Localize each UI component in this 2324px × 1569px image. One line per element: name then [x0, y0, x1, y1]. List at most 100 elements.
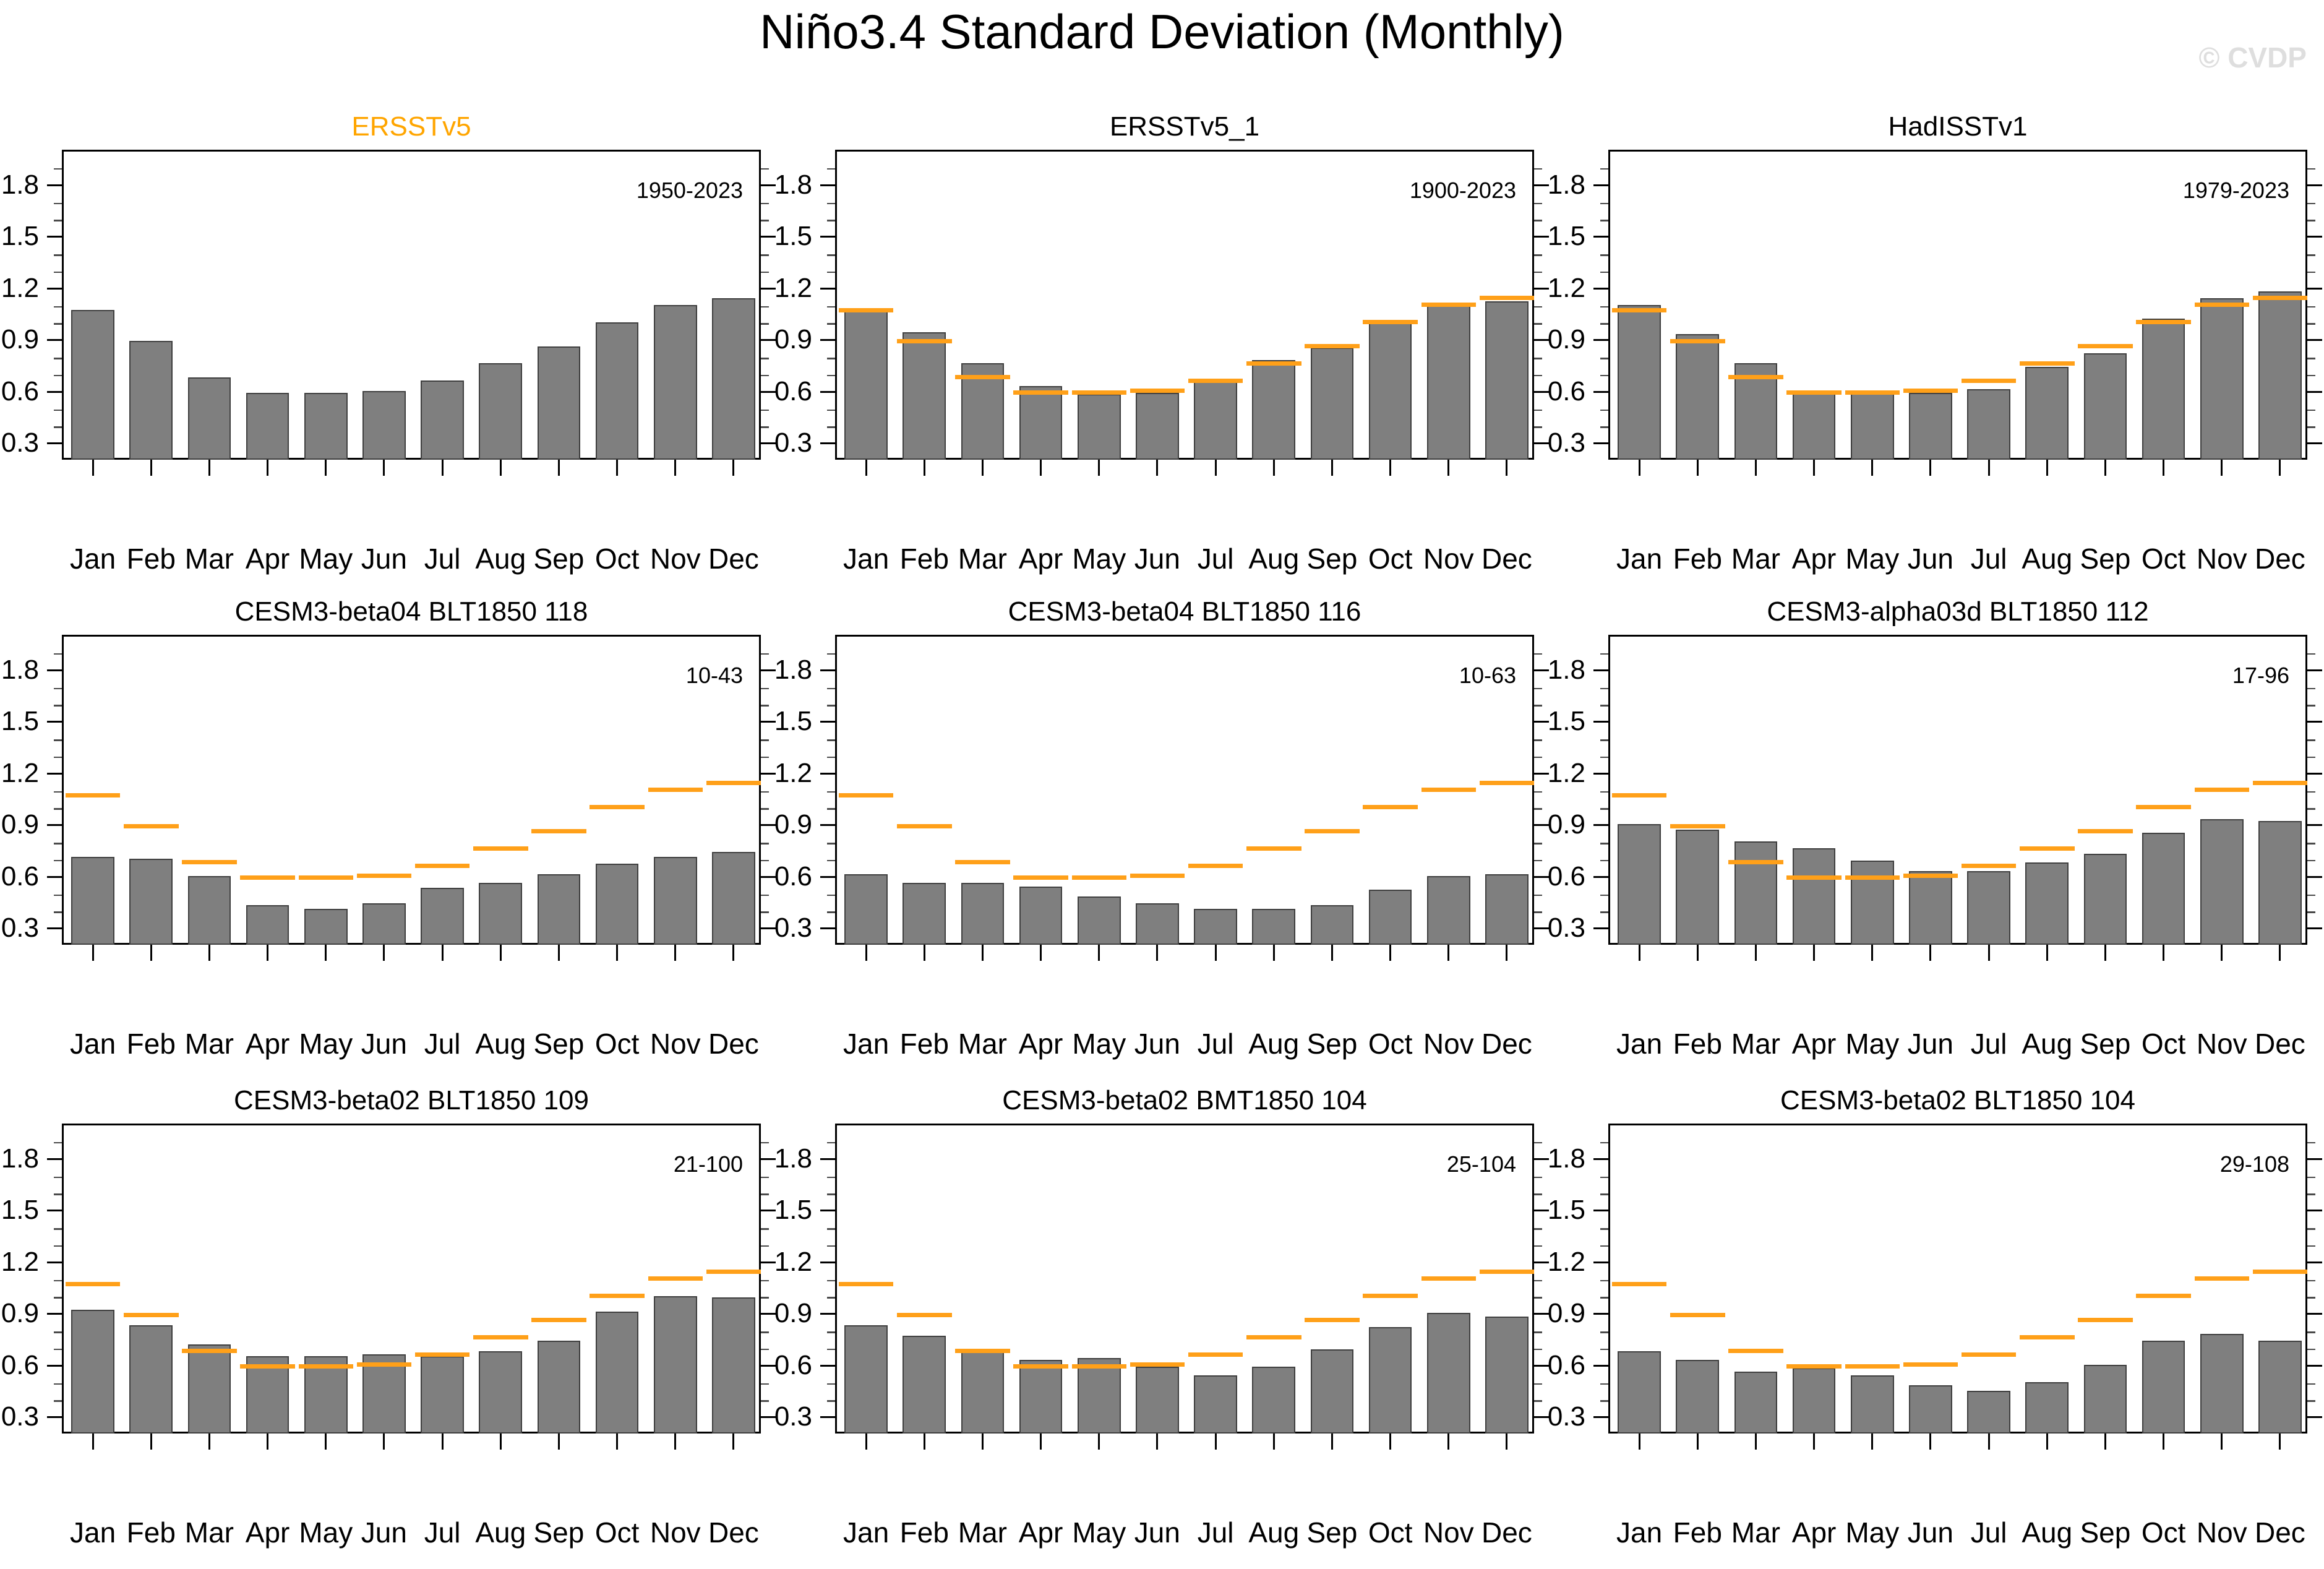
- y-minor-tick-right: [1534, 306, 1542, 307]
- y-minor-tick-left: [54, 756, 62, 759]
- x-tick-label: May: [299, 543, 353, 575]
- x-tick-label: Apr: [245, 1028, 290, 1060]
- y-minor-tick-left: [827, 843, 835, 845]
- reference-line: [124, 1312, 179, 1317]
- x-tick-label: Oct: [1368, 1028, 1413, 1060]
- x-tick: [1929, 1434, 1932, 1450]
- month-bar: [246, 392, 289, 460]
- y-minor-tick-left: [827, 426, 835, 428]
- y-major-tick-right: [2307, 1210, 2322, 1212]
- y-minor-tick-right: [1534, 202, 1542, 204]
- x-tick-label: Dec: [2254, 1028, 2305, 1060]
- month-bar: [479, 1351, 523, 1434]
- y-minor-tick-right: [1534, 756, 1542, 759]
- plot-area: 10-43 0.3 0.6 0.9 1.2 1.5 1.8 Jan Feb Mar Apr May Ju…: [1, 635, 776, 1060]
- reference-line: [473, 1335, 528, 1339]
- reference-line: [473, 846, 528, 851]
- reference-line: [1071, 1364, 1126, 1369]
- month-bar: [1077, 394, 1121, 460]
- y-major-tick-right: [761, 1261, 776, 1263]
- y-major-tick-left: [47, 824, 62, 827]
- y-minor-tick-right: [2307, 374, 2315, 377]
- y-minor-tick-right: [1534, 1400, 1542, 1402]
- y-minor-tick-right: [1534, 323, 1542, 325]
- month-bar: [595, 864, 639, 945]
- y-minor-tick-right: [1534, 808, 1542, 810]
- month-bar: [1850, 390, 1894, 460]
- reference-line: [838, 1281, 894, 1286]
- reference-line: [1903, 389, 1958, 393]
- month-bar: [71, 310, 114, 460]
- y-minor-tick-left: [1600, 808, 1608, 810]
- y-minor-tick-left: [54, 374, 62, 377]
- y-major-tick-right: [761, 824, 776, 827]
- month-bar: [1194, 1375, 1237, 1434]
- month-bar: [1909, 870, 1952, 945]
- y-major-tick-right: [2307, 1416, 2322, 1419]
- y-minor-tick-right: [1534, 843, 1542, 845]
- x-tick: [1506, 945, 1508, 961]
- y-minor-tick-right: [1534, 358, 1542, 359]
- reference-line: [955, 375, 1010, 380]
- y-major-tick-right: [2307, 669, 2322, 671]
- y-minor-tick-left: [1600, 1331, 1608, 1333]
- x-tick-label: Oct: [594, 1028, 640, 1060]
- y-tick-label: 1.5: [774, 706, 812, 737]
- y-tick-label: 1.5: [774, 221, 812, 252]
- reference-line: [2194, 788, 2249, 793]
- y-major-tick-left: [820, 772, 835, 775]
- y-minor-tick-left: [827, 202, 835, 204]
- y-tick-label: 1.5: [1, 221, 39, 252]
- y-minor-tick-left: [827, 358, 835, 359]
- y-minor-tick-right: [2307, 705, 2315, 707]
- x-tick: [923, 1434, 925, 1450]
- month-bar: [1485, 1316, 1529, 1434]
- y-minor-tick-left: [54, 843, 62, 845]
- month-bar: [2083, 853, 2127, 945]
- y-major-tick-right: [2307, 287, 2322, 290]
- y-minor-tick-right: [1534, 1383, 1542, 1385]
- reference-line: [1845, 390, 1900, 395]
- x-tick-label: Jul: [1970, 543, 2007, 575]
- x-tick: [1754, 945, 1757, 961]
- y-minor-tick-right: [2307, 254, 2315, 256]
- y-minor-tick-right: [761, 859, 769, 862]
- y-major-tick-left: [1593, 1261, 1608, 1263]
- x-tick-label: May: [1072, 1516, 1126, 1549]
- y-tick-label: 1.2: [1547, 757, 1585, 788]
- reference-line: [2020, 1335, 2075, 1339]
- x-tick: [1506, 1434, 1508, 1450]
- y-major-tick-right: [2307, 772, 2322, 775]
- y-minor-tick-right: [761, 1245, 769, 1247]
- y-tick-label: 1.8: [1, 169, 39, 200]
- y-tick-label: 1.5: [1547, 1195, 1585, 1226]
- x-tick-label: Sep: [2080, 1028, 2131, 1060]
- x-tick-label: Sep: [1306, 1516, 1358, 1549]
- month-bar: [304, 1356, 348, 1434]
- x-tick-label: Oct: [2141, 543, 2186, 575]
- x-tick: [2221, 1434, 2223, 1450]
- y-major-tick-left: [47, 1416, 62, 1419]
- y-major-tick-right: [761, 339, 776, 342]
- x-tick-label: Sep: [1306, 543, 1358, 575]
- x-tick-label: Jul: [424, 1028, 461, 1060]
- y-major-tick-left: [1593, 669, 1608, 671]
- x-tick-label: Nov: [2196, 1028, 2247, 1060]
- y-minor-tick-right: [761, 1279, 769, 1281]
- y-minor-tick-left: [54, 1348, 62, 1351]
- x-tick-label: Jul: [1197, 543, 1234, 575]
- y-minor-tick-right: [2307, 1331, 2315, 1333]
- reference-line: [2020, 361, 2075, 366]
- y-major-tick-right: [761, 184, 776, 186]
- y-minor-tick-left: [54, 254, 62, 256]
- reference-line: [356, 1362, 412, 1367]
- reference-line: [1479, 1270, 1535, 1275]
- month-bar: [1077, 896, 1121, 945]
- y-minor-tick-left: [827, 1193, 835, 1195]
- x-tick-label: Jun: [1134, 1028, 1180, 1060]
- month-bar: [362, 390, 406, 460]
- x-tick-label: Apr: [1018, 1516, 1063, 1549]
- y-tick-label: 0.9: [774, 1298, 812, 1329]
- y-minor-tick-left: [54, 687, 62, 689]
- y-major-tick-right: [2307, 1364, 2322, 1367]
